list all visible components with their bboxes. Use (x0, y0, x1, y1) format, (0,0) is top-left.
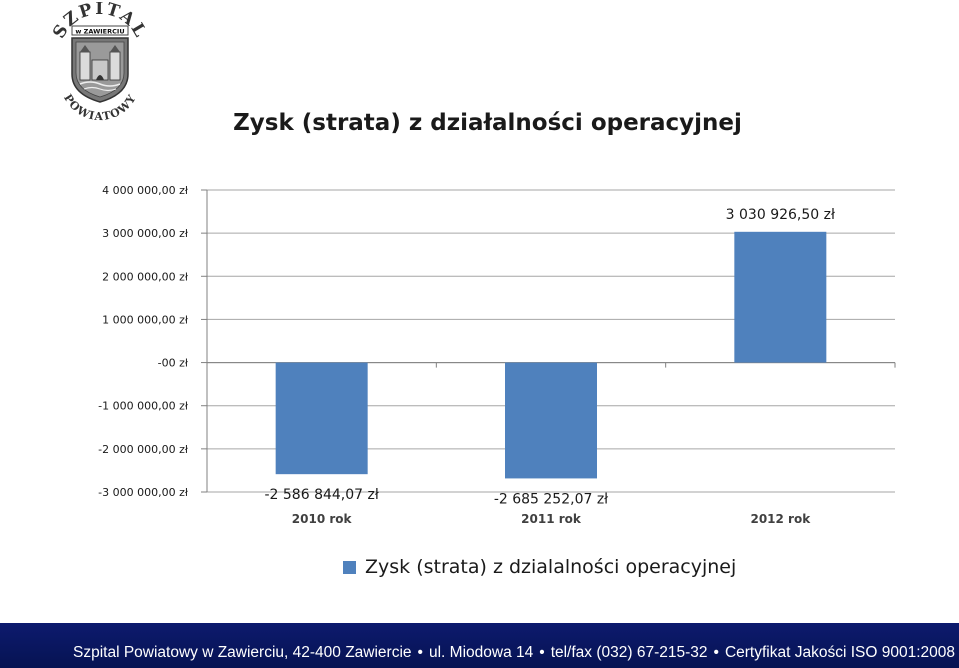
footer-address: Szpital Powiatowy w Zawierciu, 42-400 Za… (72, 644, 412, 661)
footer-street: ul. Miodowa 14 (428, 644, 534, 661)
y-tick-label: 4 000 000,00 zł (102, 184, 189, 197)
data-label: -2 586 844,07 zł (264, 487, 378, 503)
x-category-label: 2012 rok (750, 512, 811, 526)
hospital-logo: SZPITAL POWIATOWY w ZAWIERCIU (49, 2, 151, 123)
footer-certificate: Certyfikat Jakości ISO 9001:2008 (724, 644, 955, 661)
footer-phone: tel/fax (032) 67-215-32 (550, 644, 708, 661)
svg-text:SZPITAL: SZPITAL (49, 2, 151, 42)
footer-bar: Szpital Powiatowy w Zawierciu, 42-400 Za… (0, 623, 959, 668)
y-tick-label: 1 000 000,00 zł (102, 313, 189, 326)
data-label: 3 030 926,50 zł (726, 207, 835, 223)
footer-text: Szpital Powiatowy w Zawierciu, 42-400 Za… (72, 644, 955, 661)
y-tick-label: -1 000 000,00 zł (98, 400, 189, 413)
svg-text:w ZAWIERCIU: w ZAWIERCIU (75, 28, 124, 36)
legend-swatch (343, 560, 356, 574)
chart-legend: Zysk (strata) z dzialalności operacyjnej (343, 556, 736, 578)
y-tick-label: 2 000 000,00 zł (102, 270, 189, 283)
x-category-label: 2011 rok (521, 512, 582, 526)
x-category-label: 2010 rok (292, 512, 353, 526)
legend-label: Zysk (strata) z dzialalności operacyjnej (365, 556, 737, 578)
y-tick-label: 3 000 000,00 zł (102, 227, 189, 240)
bar (505, 362, 597, 479)
y-tick-label: -00 zł (158, 357, 189, 370)
bar (275, 362, 368, 475)
data-label: -2 685 252,07 zł (494, 491, 608, 507)
bar (734, 231, 827, 363)
y-tick-label: -2 000 000,00 zł (98, 443, 189, 456)
chart-title: Zysk (strata) z działalności operacyjnej (233, 110, 742, 136)
y-tick-label: -3 000 000,00 zł (98, 486, 189, 499)
